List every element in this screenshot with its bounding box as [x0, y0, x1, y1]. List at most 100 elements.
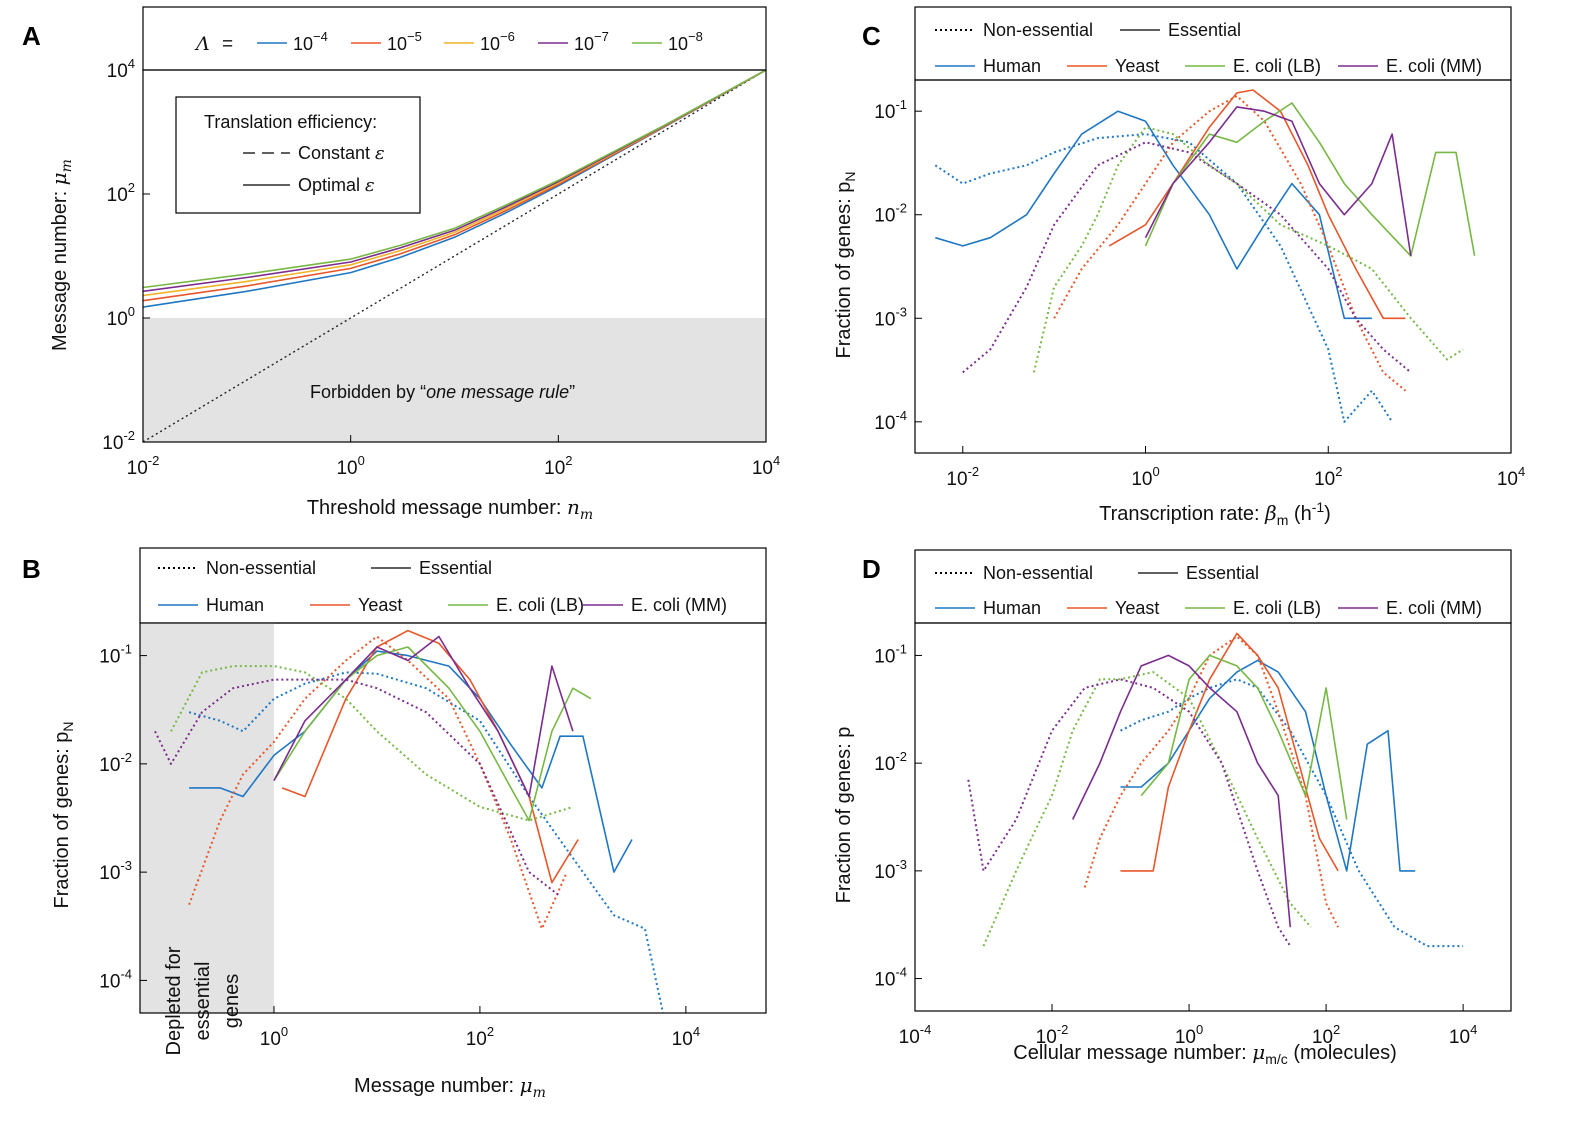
panel-a-xlabel: Threshold message number: nm [307, 495, 593, 523]
y-tick-label: 10-2 [874, 749, 907, 775]
panel-b-xlabel: Message number: μm [354, 1073, 546, 1101]
y-tick-label: 10-4 [874, 965, 907, 991]
yeast-essential-line [281, 629, 579, 884]
panel-b-label: B [22, 554, 41, 584]
ecoli_lb-essential-line [273, 646, 592, 822]
panel-a-legend-symbol: Λ [194, 33, 210, 55]
x-tick-label: 102 [466, 1024, 494, 1050]
y-tick-label: 10-1 [874, 97, 907, 123]
human-nonessential-line [1120, 678, 1464, 948]
plot-frame [914, 79, 1512, 454]
human-nonessential-line [934, 133, 1393, 423]
y-tick-label: 10-2 [874, 201, 907, 227]
panel-c-legend: Non-essential Essential Human Yeast E. coli … [935, 20, 1482, 76]
ecoli_mm-nonessential-line [967, 678, 1292, 947]
ecoli_mm-nonessential-line [962, 141, 1412, 374]
yeast-essential-line [1108, 89, 1406, 320]
y-tick-label: 10-2 [99, 750, 132, 776]
y-tick-label: 10-4 [874, 408, 907, 434]
y-tick-label: 10-1 [99, 642, 132, 668]
panel-c-plot: 10-2 100 102 104 10-4 10-3 10-2 10-1 [874, 79, 1525, 490]
panel-d-legend: Non-essential Essential Human Yeast E. coli … [935, 563, 1482, 618]
series-group [967, 632, 1464, 948]
lambda8-curve [142, 69, 767, 289]
legend-human-label: Human [983, 56, 1041, 76]
legend-yeast-label: Yeast [1115, 598, 1159, 618]
panel-b-legend: Non-essential Essential Human Yeast E. coli … [158, 558, 727, 615]
panel-b-region-line-2: essential [192, 962, 214, 1041]
human-essential-line [189, 650, 633, 873]
panel-d-ylabel: Fraction of genes: p [833, 727, 855, 904]
panel-a-ylabel: Message number: μm [47, 159, 75, 351]
legend-nonessential-label: Non-essential [206, 558, 316, 578]
ecoli_lb-essential-line [1140, 654, 1348, 820]
panel-a-region-text: Forbidden by “one message rule” [310, 382, 575, 402]
x-tick-label: 102 [1312, 1022, 1340, 1048]
x-tick-label: 100 [260, 1024, 288, 1050]
plot-frame [142, 69, 767, 443]
x-tick-label: 104 [672, 1024, 700, 1050]
ecoli_mm-nonessential-line [154, 678, 561, 897]
legend-ecoli_lb-label: E. coli (LB) [496, 595, 584, 615]
panel-d-plot: 10-4 10-2 100 102 104 10-4 10-3 10-2 10-1 [874, 622, 1512, 1048]
panel-b: B Non-essential Essential Human Yeast E. col… [22, 547, 767, 1101]
panel-c-xlabel: Transcription rate: βm (h-1) [1099, 499, 1331, 528]
legend-nonessential-label: Non-essential [983, 563, 1093, 583]
panel-c: C Non-essential Essential Human Yeast E. col… [833, 6, 1525, 528]
panel-a-inset-constant: Constant ε [298, 143, 385, 164]
legend-lambda8-label: 10−8 [668, 29, 703, 54]
y-tick-label: 10-3 [874, 304, 907, 330]
y-tick-label: 10-1 [874, 641, 907, 667]
panel-b-ylabel: Fraction of genes: pN [51, 722, 76, 909]
x-tick-label: 100 [1175, 1022, 1203, 1048]
panel-c-label: C [862, 21, 881, 51]
legend-lambda7-label: 10−7 [574, 29, 609, 54]
x-tick-label: 102 [544, 453, 572, 479]
depleted-region [140, 623, 274, 1013]
panel-a-plot: 10-2 100 102 104 10-2 100 102 104 [102, 56, 780, 479]
panel-a-inset-title: Translation efficiency: [204, 112, 377, 132]
y-tick-label: 10-4 [99, 966, 132, 992]
x-tick-label: 10-2 [1036, 1022, 1069, 1048]
yeast-nonessential-line [188, 635, 568, 930]
legend-ecoli_lb-label: E. coli (LB) [1233, 598, 1321, 618]
human-nonessential-line [188, 671, 664, 1013]
legend-yeast-label: Yeast [1115, 56, 1159, 76]
series-group [934, 89, 1476, 423]
panel-b-plot: 100 102 104 10-4 10-3 10-2 10-1 [99, 622, 767, 1050]
legend-essential-label: Essential [1168, 20, 1241, 40]
ecoli_mm-essential-line [1071, 654, 1292, 928]
x-tick-label: 10-4 [899, 1022, 932, 1048]
x-tick-label: 100 [1131, 464, 1159, 490]
y-tick-label: 104 [107, 56, 135, 82]
forbidden-region [143, 318, 766, 442]
ecoli_lb-essential-line [1144, 102, 1476, 257]
legend-yeast-label: Yeast [358, 595, 402, 615]
panel-a-legend-eq: = [222, 34, 233, 55]
legend-human-label: Human [206, 595, 264, 615]
human-essential-line [1120, 659, 1416, 872]
x-tick-label: 102 [1314, 464, 1342, 490]
panel-c-ylabel: Fraction of genes: pN [833, 172, 858, 359]
legend-lambda4-label: 10−4 [293, 29, 328, 54]
identity-reference-line [142, 69, 767, 443]
plot-frame [139, 622, 767, 1014]
legend-lambda6-label: 10−6 [480, 29, 515, 54]
panel-b-region-line-1: Depleted for [163, 946, 185, 1055]
panel-c-legend-box [914, 6, 1512, 81]
y-tick-label: 102 [107, 180, 135, 206]
panel-a-legend-box [142, 6, 767, 71]
x-tick-label: 10-2 [946, 464, 979, 490]
x-tick-label: 104 [1449, 1022, 1477, 1048]
yeast-essential-line [1120, 632, 1339, 872]
legend-ecoli_lb-label: E. coli (LB) [1233, 56, 1321, 76]
ecoli_mm-essential-line [273, 635, 574, 798]
legend-essential-label: Essential [1186, 563, 1259, 583]
legend-lambda5-label: 10−5 [387, 29, 422, 54]
panel-b-region-line-3: genes [221, 974, 243, 1029]
series-group [154, 629, 664, 1013]
panel-d-legend-box [914, 549, 1512, 624]
panel-a-label: A [22, 21, 41, 51]
legend-human-label: Human [983, 598, 1041, 618]
